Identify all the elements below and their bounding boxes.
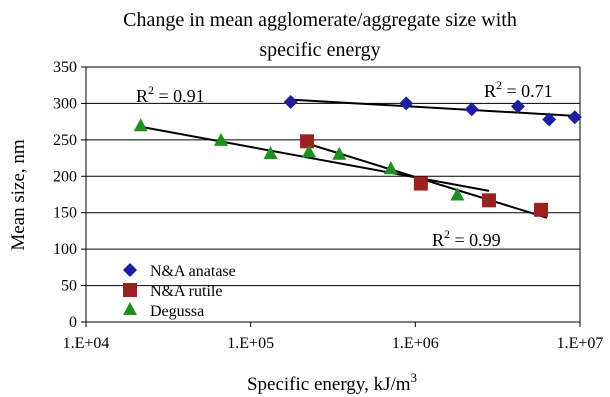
x-tick-label: 1.E+07: [557, 335, 604, 352]
point-n-a-anatase: [510, 99, 525, 114]
legend-label-degussa: Degussa: [150, 303, 204, 320]
y-tick-label: 250: [53, 132, 77, 149]
chart-title-line-1: Change in mean agglomerate/aggregate siz…: [123, 9, 517, 31]
point-n-a-rutile: [534, 202, 549, 217]
point-degussa: [213, 132, 228, 146]
chart-title-line-2: specific energy: [259, 39, 381, 61]
x-tick-label: 1.E+04: [63, 335, 110, 352]
r2-label-rutile: R2 = 0.99: [432, 227, 501, 250]
legend-label-anatase: N&A anatase: [150, 263, 236, 280]
legend: N&A anatase N&A rutile Degussa: [123, 263, 236, 320]
point-degussa: [332, 146, 347, 160]
x-axis-title: Specific energy, kJ/m3: [247, 370, 417, 395]
r2-label-degussa: R2 = 0.91: [136, 83, 205, 106]
y-tick-label: 200: [53, 168, 77, 185]
point-n-a-anatase: [399, 96, 414, 111]
point-n-a-anatase: [283, 94, 298, 109]
axes-layer: 0 50 100 150 200 250 300 350 1.E+04 1.E+05 1.E+06 1…: [53, 59, 603, 352]
point-n-a-anatase: [464, 102, 479, 117]
trendline-degussa: [140, 125, 490, 192]
point-degussa: [450, 187, 465, 201]
y-tick-label: 50: [61, 278, 77, 295]
trendline-layer: [140, 98, 575, 219]
point-n-a-rutile: [413, 176, 428, 191]
point-n-a-anatase: [542, 112, 557, 127]
legend-label-rutile: N&A rutile: [150, 283, 222, 300]
x-tick-label: 1.E+05: [227, 335, 274, 352]
y-tick-label: 350: [53, 59, 77, 76]
r2-label-anatase: R2 = 0.71: [484, 78, 553, 101]
point-degussa: [383, 161, 398, 175]
x-tick-label: 1.E+06: [392, 335, 439, 352]
legend-marker-rutile: [123, 283, 137, 297]
y-tick-label: 100: [53, 241, 77, 258]
point-degussa: [133, 118, 148, 132]
marks-layer: [133, 94, 582, 217]
point-n-a-anatase: [567, 110, 582, 125]
y-tick-label: 0: [69, 314, 77, 331]
legend-marker-anatase: [123, 263, 137, 277]
y-axis-title: Mean size, nm: [8, 139, 29, 251]
y-tick-label: 150: [53, 205, 77, 222]
point-degussa: [263, 145, 278, 159]
point-n-a-rutile: [300, 134, 315, 149]
legend-marker-degussa: [123, 302, 137, 315]
point-n-a-rutile: [481, 193, 496, 208]
trendline-n-a-anatase: [292, 98, 575, 117]
y-tick-label: 300: [53, 95, 77, 112]
grid-layer: [86, 66, 580, 287]
point-degussa: [301, 144, 316, 158]
